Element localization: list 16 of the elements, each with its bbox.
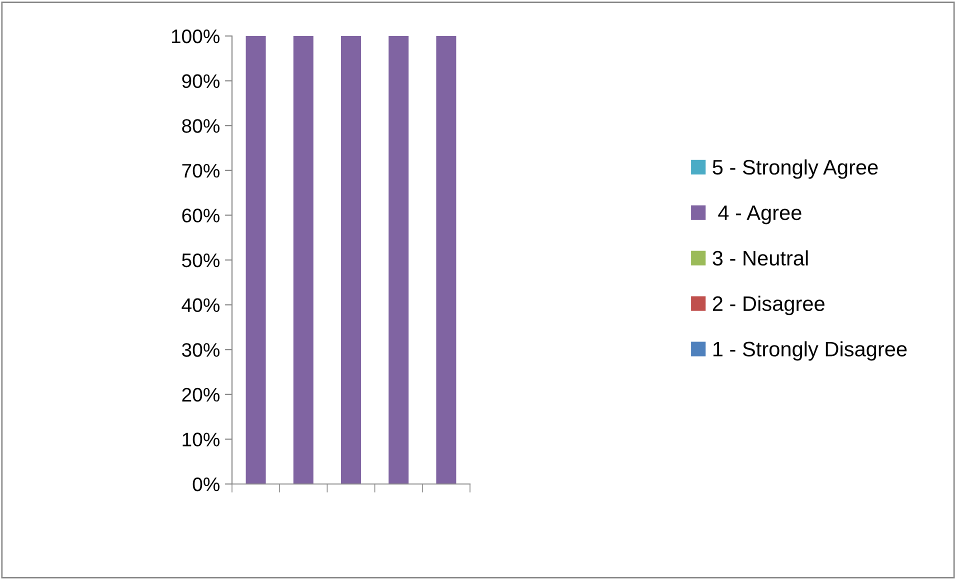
y-tick-label: 60% bbox=[182, 208, 220, 222]
legend-label: 3 - Neutral bbox=[712, 250, 808, 266]
y-tick-label: 20% bbox=[182, 388, 220, 402]
y-tick-label: 70% bbox=[182, 164, 220, 178]
legend-label: 4 - Agree bbox=[718, 206, 802, 224]
y-tick-label: 50% bbox=[182, 253, 220, 268]
y-tick-label: 10% bbox=[182, 432, 220, 446]
legend-label: 5 - Strongly Agree bbox=[712, 159, 878, 179]
legend-label: 1 - Strongly Disagree bbox=[713, 341, 907, 361]
y-tick-label: 40% bbox=[182, 298, 220, 312]
y-tick-label: 80% bbox=[182, 119, 220, 133]
y-tick-label: 90% bbox=[182, 74, 220, 88]
y-tick-label: 30% bbox=[182, 343, 220, 357]
legend-label: 2 - Disagree bbox=[712, 296, 824, 316]
y-tick-label: 0% bbox=[192, 477, 220, 492]
y-tick-label: 100% bbox=[172, 29, 220, 44]
